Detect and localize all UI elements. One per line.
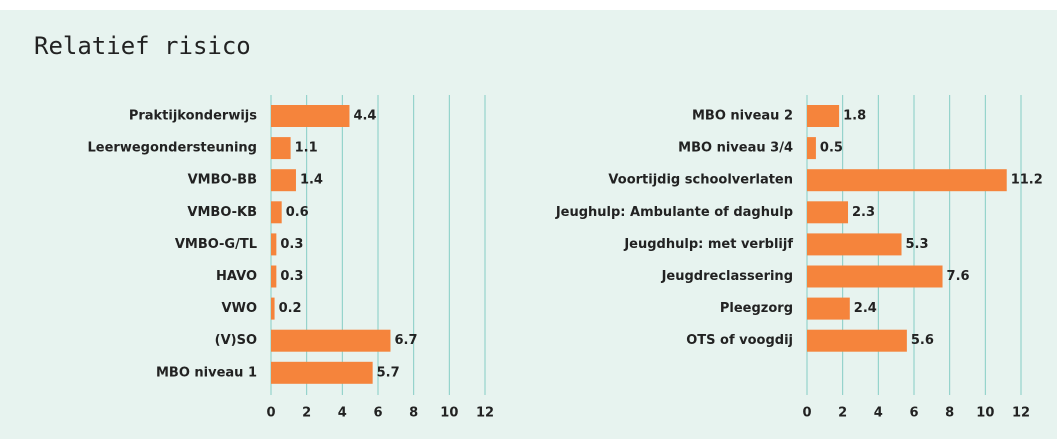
bar [807,137,816,160]
y-tick-label: HAVO [216,269,257,284]
bar [807,105,840,127]
y-tick-label: VWO [222,301,257,316]
bar [271,329,391,352]
value-label: 5.6 [911,333,934,348]
value-label: 0.2 [279,301,302,316]
value-label: 2.4 [854,301,877,316]
y-tick-label: MBO niveau 2 [692,109,793,124]
value-label: 2.3 [852,205,875,220]
value-label: 1.8 [843,109,866,124]
bar [807,169,1007,192]
y-tick-label: VMBO-G/TL [175,237,257,252]
chart-title: Relatief risico [34,32,251,60]
value-label: 0.3 [280,269,303,284]
x-tick-label: 10 [976,406,994,421]
bar [271,265,277,288]
bar [271,169,296,192]
bar [807,265,943,288]
y-tick-label: MBO niveau 3/4 [678,141,793,156]
y-tick-label: (V)SO [215,333,257,348]
y-tick-label: Praktijkonderwijs [129,109,257,124]
bar [271,105,350,127]
y-tick-label: Jeugdhulp: met verblijf [623,237,793,252]
x-tick-label: 8 [409,406,418,421]
value-label: 0.5 [820,141,843,156]
x-tick-label: 6 [909,406,918,421]
x-tick-label: 2 [838,406,847,421]
value-label: 7.6 [947,269,970,284]
value-label: 5.7 [377,365,400,380]
value-label: 4.4 [353,109,376,124]
panel [0,10,1057,439]
x-tick-label: 4 [874,406,883,421]
bar [271,361,373,384]
y-tick-label: VMBO-KB [187,205,257,220]
value-label: 0.3 [280,237,303,252]
bar [807,329,907,352]
value-label: 1.4 [300,173,323,188]
value-label: 11.2 [1011,173,1043,188]
value-label: 6.7 [394,333,417,348]
y-tick-label: MBO niveau 1 [156,365,257,380]
value-label: 1.1 [295,141,318,156]
y-tick-label: OTS of voogdij [686,333,793,348]
bar [271,233,277,256]
bar [807,233,902,256]
bar [807,201,849,224]
y-tick-label: Pleegzorg [720,301,793,316]
y-tick-label: Leerwegondersteuning [88,141,257,156]
x-tick-label: 4 [338,406,347,421]
x-tick-label: 8 [945,406,954,421]
bar [271,201,282,224]
x-tick-label: 2 [302,406,311,421]
bar [271,297,275,320]
bar [271,137,291,160]
value-label: 5.3 [906,237,929,252]
x-tick-label: 0 [266,406,275,421]
y-tick-label: Jeughulp: Ambulante of daghulp [555,205,793,220]
y-tick-label: Voortijdig schoolverlaten [608,173,793,188]
value-label: 0.6 [286,205,309,220]
x-tick-label: 6 [373,406,382,421]
x-tick-label: 12 [476,406,494,421]
x-tick-label: 12 [1012,406,1030,421]
bar [807,297,850,320]
x-tick-label: 10 [440,406,458,421]
y-tick-label: Jeugdreclassering [661,269,793,284]
y-tick-label: VMBO-BB [188,173,257,188]
x-tick-label: 0 [802,406,811,421]
